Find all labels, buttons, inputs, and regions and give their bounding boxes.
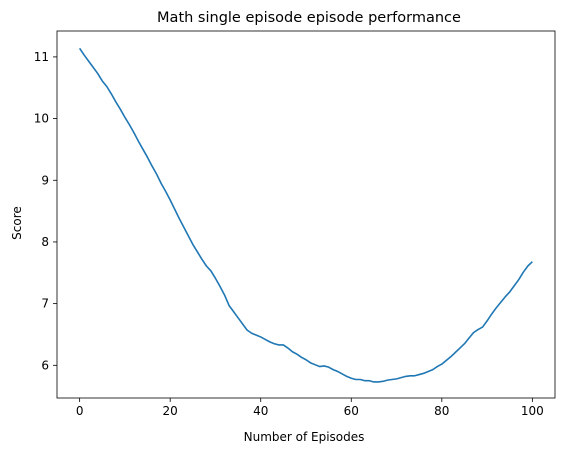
y-tick-label: 10 bbox=[34, 112, 49, 126]
y-axis-label: Score bbox=[10, 206, 24, 240]
chart-title: Math single episode episode performance bbox=[157, 10, 461, 26]
x-tick-label: 80 bbox=[434, 404, 449, 418]
series-line-0 bbox=[78, 47, 533, 383]
y-tick-label: 9 bbox=[41, 173, 49, 187]
plot-frame bbox=[56, 30, 556, 399]
x-tick-label: 0 bbox=[76, 404, 84, 418]
y-tick-label: 8 bbox=[41, 235, 49, 249]
plot-area: 0 20 40 60 80 100 6 7 8 9 10 11 bbox=[34, 30, 556, 418]
x-tick-label: 60 bbox=[344, 404, 359, 418]
x-tick-label: 40 bbox=[253, 404, 268, 418]
x-axis-label: Number of Episodes bbox=[244, 430, 365, 444]
x-tick-label: 20 bbox=[163, 404, 178, 418]
y-tick-label: 7 bbox=[41, 297, 49, 311]
y-tick-label: 11 bbox=[34, 50, 49, 64]
x-tick-label: 100 bbox=[521, 404, 544, 418]
y-tick-label: 6 bbox=[41, 358, 49, 372]
